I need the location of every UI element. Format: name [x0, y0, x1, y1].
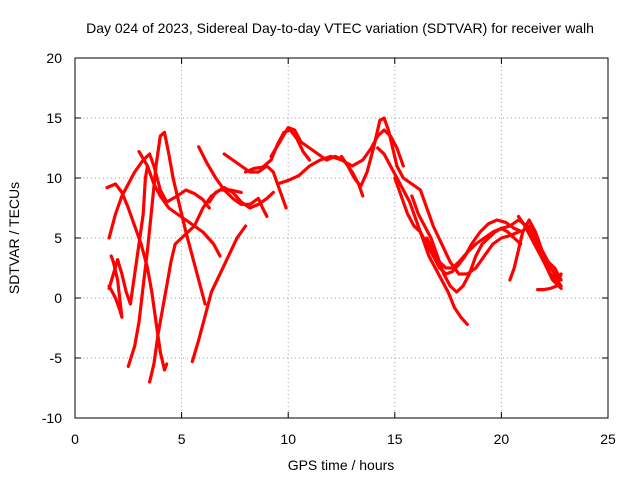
x-tick-label: 20 — [494, 431, 510, 447]
series-arc-10 — [207, 186, 275, 210]
y-tick-label: -5 — [50, 350, 63, 366]
x-tick-label: 10 — [280, 431, 296, 447]
series-arc-6 — [137, 150, 222, 258]
y-tick-label: 15 — [46, 110, 62, 126]
series-arc-17 — [393, 176, 525, 276]
y-axis-label: SDTVAR / TECUs — [6, 182, 22, 294]
series-arc-4 — [107, 164, 150, 306]
series-arc-12 — [244, 128, 312, 174]
chart-title: Day 024 of 2023, Sidereal Day-to-day VTE… — [86, 20, 594, 36]
series-arc-3 — [107, 254, 124, 319]
x-tick-label: 0 — [71, 431, 79, 447]
x-tick-label: 5 — [178, 431, 186, 447]
series-arc-5 — [126, 130, 207, 368]
y-tick-label: 20 — [46, 50, 62, 66]
series-arc-1 — [105, 182, 169, 372]
y-tick-label: -10 — [42, 410, 62, 426]
series-arc-2 — [107, 152, 211, 240]
series-arc-20 — [508, 218, 563, 282]
series-arc-21 — [516, 214, 563, 288]
x-axis-label: GPS time / hours — [288, 457, 395, 473]
grid-lines — [75, 58, 608, 418]
y-tick-label: 5 — [54, 230, 62, 246]
x-tick-label: 15 — [387, 431, 403, 447]
x-tick-label: 25 — [600, 431, 616, 447]
series-arc-22 — [527, 224, 563, 292]
y-tick-label: 10 — [46, 170, 62, 186]
series-arc-15 — [339, 116, 521, 276]
data-series-group — [105, 116, 563, 384]
axis-ticks: 0 5 10 15 20 25 -10 -5 0 5 10 15 20 — [42, 50, 616, 447]
series-arc-8 — [190, 224, 248, 364]
y-tick-label: 0 — [54, 290, 62, 306]
